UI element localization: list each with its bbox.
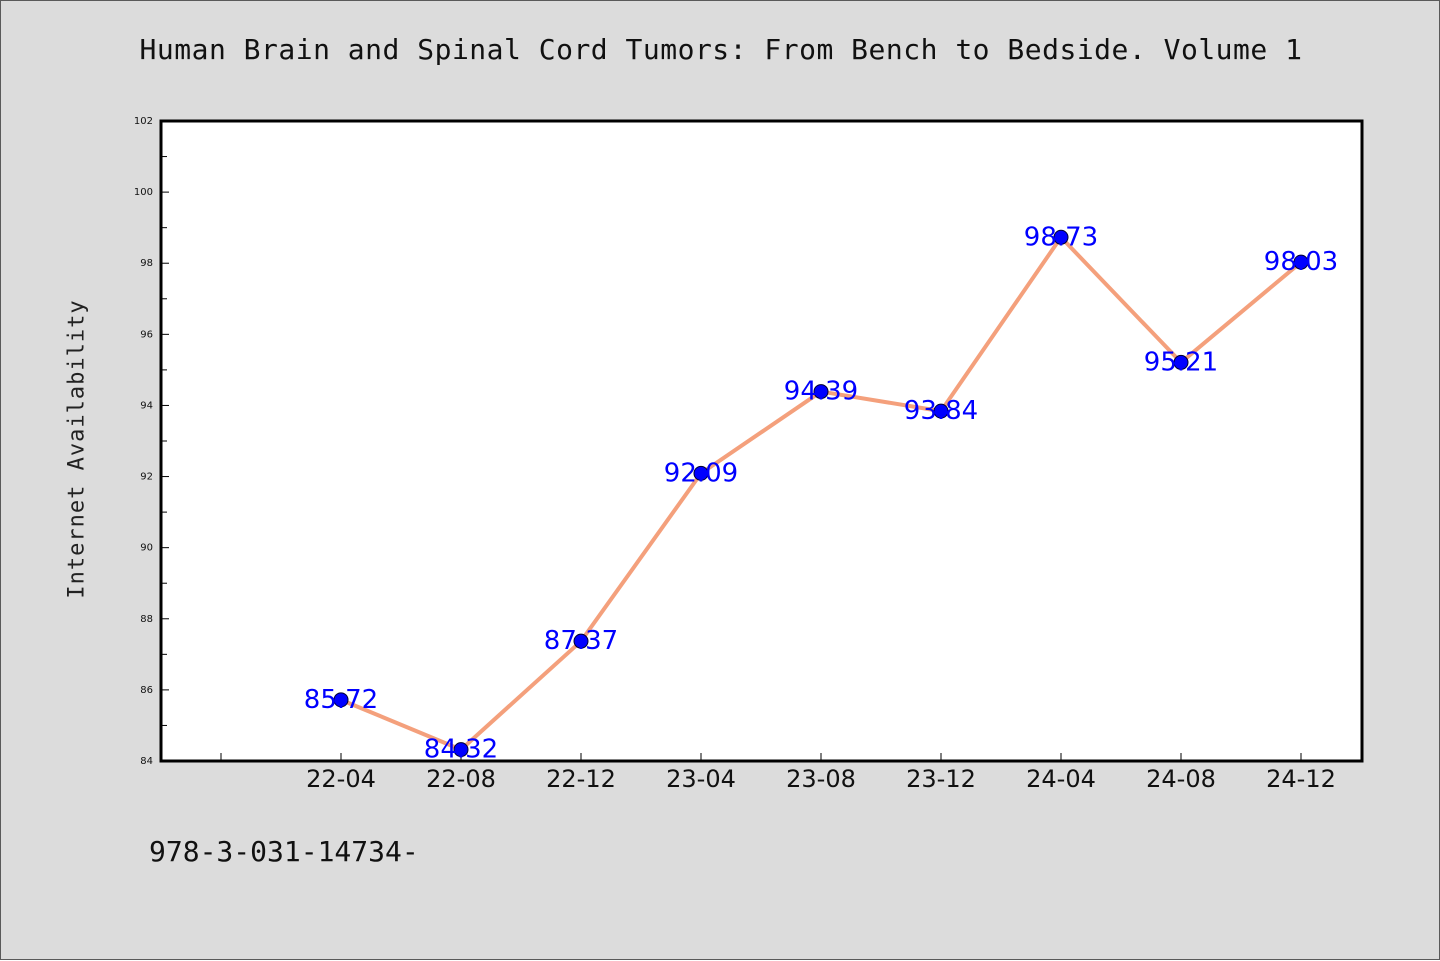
data-point: [1173, 354, 1189, 370]
y-tick-label: 90: [140, 543, 153, 554]
x-tick-label: 24-12: [1266, 765, 1336, 793]
data-point: [1293, 254, 1309, 270]
data-label: 93.84: [904, 396, 978, 426]
data-label: 98.73: [1024, 222, 1098, 252]
x-tick-label: 23-08: [786, 765, 856, 793]
data-label: 92.09: [664, 458, 738, 488]
x-tick-label: 24-08: [1146, 765, 1216, 793]
data-point: [693, 465, 709, 481]
chart-title: Human Brain and Spinal Cord Tumors: From…: [139, 33, 1303, 66]
data-label: 85.72: [304, 685, 378, 715]
data-label: 84.32: [424, 735, 498, 765]
data-point: [813, 384, 829, 400]
x-tick-label: 24-04: [1026, 765, 1096, 793]
y-tick-label: 86: [140, 685, 153, 696]
x-tick-label: 22-04: [306, 765, 376, 793]
data-labels: 85.72 84.32 87.37 92.09 94.39 93.84 98.73 95.21…: [304, 222, 1338, 764]
y-tick-label: 96: [140, 329, 153, 340]
y-tick-label: 98: [140, 258, 153, 269]
y-axis: 84 86 88 90 92 94 96 98 100 102: [134, 116, 169, 767]
x-tick-label: 23-04: [666, 765, 736, 793]
data-point: [933, 403, 949, 419]
plot-area: [159, 119, 1364, 763]
x-tick-label: 23-12: [906, 765, 976, 793]
x-axis: 22-04 22-08 22-12 23-04 23-08 23-12 24-04 24-08…: [220, 753, 1336, 793]
data-label: 98.03: [1264, 247, 1338, 277]
y-tick-label: 88: [140, 614, 153, 625]
data-label: 95.21: [1144, 347, 1218, 377]
data-point: [1053, 229, 1069, 245]
x-tick-label: 22-12: [546, 765, 616, 793]
y-tick-label: 100: [134, 187, 153, 198]
data-label: 87.37: [544, 626, 618, 656]
y-tick-label: 102: [134, 116, 153, 127]
footnote-text: 978-3-031-14734-: [149, 835, 419, 868]
data-point: [573, 633, 589, 649]
data-point: [453, 742, 469, 758]
y-tick-label: 84: [140, 756, 153, 767]
x-tick-label: 22-08: [426, 765, 496, 793]
y-tick-label: 92: [140, 472, 153, 483]
y-tick-label: 94: [140, 400, 153, 411]
data-point: [333, 692, 349, 708]
data-markers: [333, 229, 1309, 758]
data-label: 94.39: [784, 377, 858, 407]
